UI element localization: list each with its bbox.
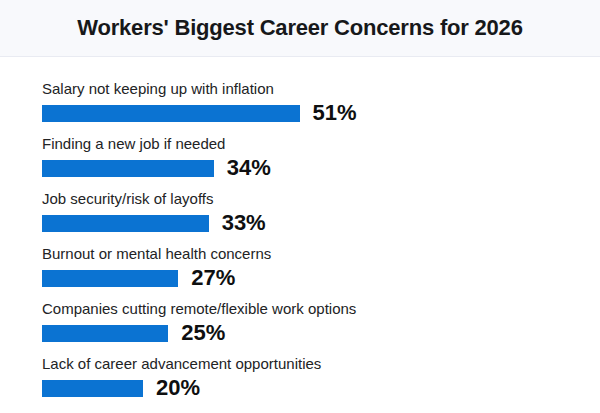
category-label: Companies cutting remote/flexible work o… [42, 300, 580, 318]
value-label: 20% [156, 379, 200, 397]
bar-line: 25% [42, 324, 580, 342]
category-label: Salary not keeping up with inflation [42, 80, 580, 98]
value-label: 33% [222, 214, 266, 232]
value-label: 25% [181, 324, 225, 342]
chart-row: Job security/risk of layoffs 33% [42, 190, 580, 232]
bar-line: 34% [42, 159, 580, 177]
value-label: 51% [313, 104, 357, 122]
bar-line: 20% [42, 379, 580, 397]
category-label: Job security/risk of layoffs [42, 190, 580, 208]
bar [42, 215, 209, 232]
bar-line: 33% [42, 214, 580, 232]
bar [42, 105, 300, 122]
chart-row: Salary not keeping up with inflation 51% [42, 80, 580, 122]
chart-title: Workers' Biggest Career Concerns for 202… [77, 15, 522, 41]
chart-row: Lack of career advancement opportunities… [42, 355, 580, 397]
category-label: Lack of career advancement opportunities [42, 355, 580, 373]
bar [42, 380, 143, 397]
bar-line: 51% [42, 104, 580, 122]
value-label: 34% [227, 159, 271, 177]
chart-row: Burnout or mental health concerns 27% [42, 245, 580, 287]
bar-line: 27% [42, 269, 580, 287]
chart-row: Finding a new job if needed 34% [42, 135, 580, 177]
bar [42, 160, 214, 177]
bar-rows: Salary not keeping up with inflation 51% F… [42, 80, 580, 397]
chart-row: Companies cutting remote/flexible work o… [42, 300, 580, 342]
value-label: 27% [191, 269, 235, 287]
category-label: Finding a new job if needed [42, 135, 580, 153]
bar [42, 270, 178, 287]
chart-header: Workers' Biggest Career Concerns for 202… [0, 0, 600, 57]
category-label: Burnout or mental health concerns [42, 245, 580, 263]
bar [42, 325, 168, 342]
bar-chart: Salary not keeping up with inflation 51% F… [0, 57, 600, 397]
